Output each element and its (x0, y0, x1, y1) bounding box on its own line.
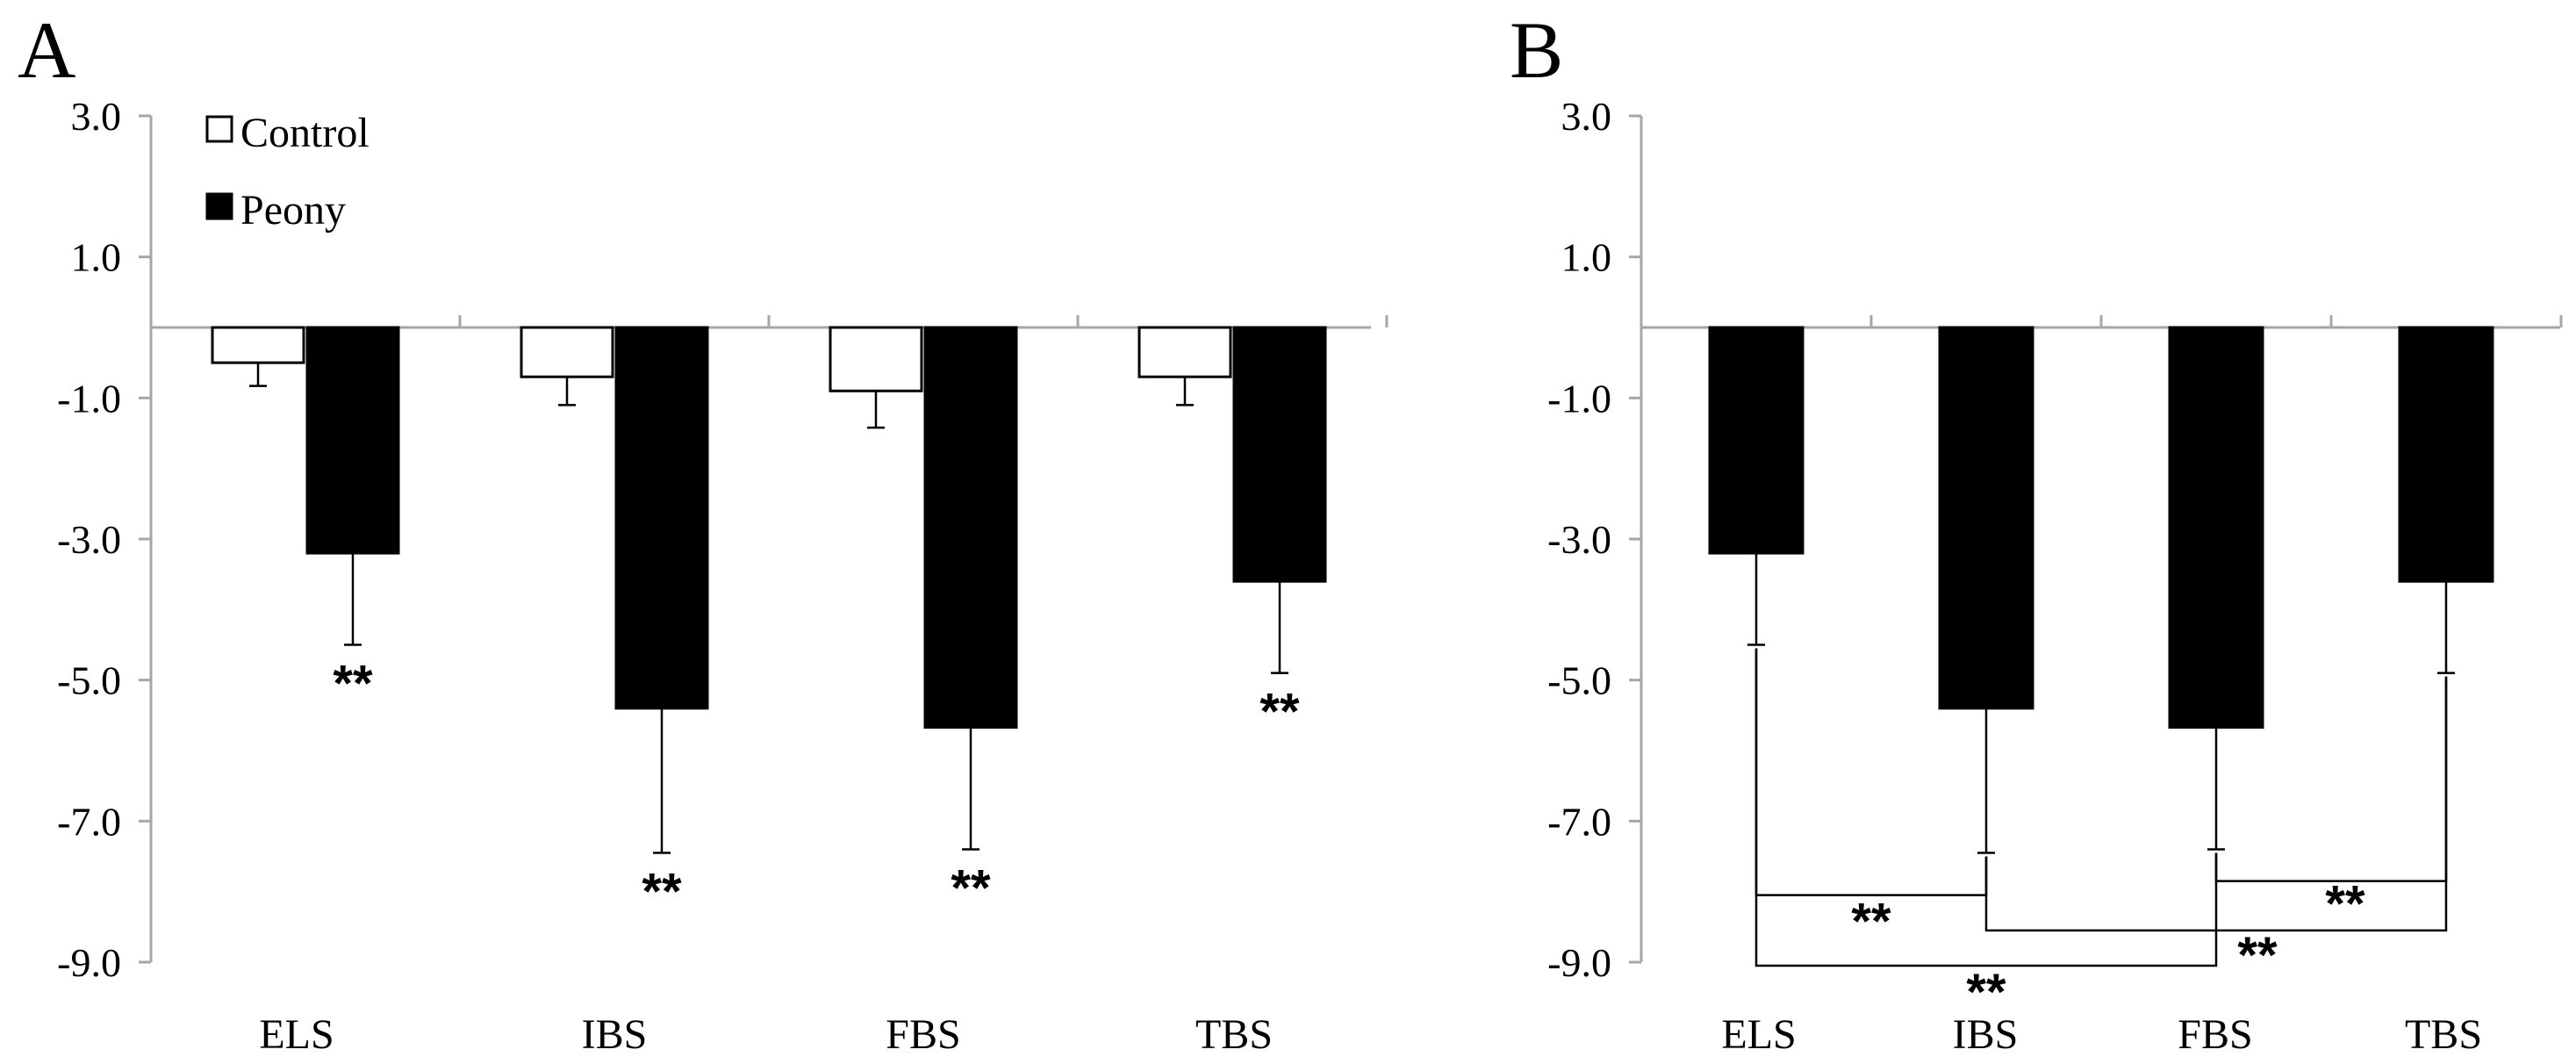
panel-a-significance-label: ** (642, 863, 682, 920)
panel-a-letter: A (18, 5, 75, 95)
panel-a: A 3.0 1.0 -1.0 -3.0 -5.0 -7.0 -9.0 ELS IBS FBS TB… (18, 5, 1388, 1058)
panel-b-comparison-significance: ** (2237, 927, 2278, 984)
panel-a-y-axis: 3.0 1.0 -1.0 -3.0 -5.0 -7.0 -9.0 (57, 94, 153, 985)
panel-a-control-bar (1137, 326, 1232, 378)
panel-a-control-bar (829, 326, 923, 392)
panel-a-y-tick-label: -3.0 (57, 517, 121, 562)
panel-a-x-tick-label: FBS (886, 1011, 960, 1058)
panel-a-control-bar (211, 326, 305, 364)
panel-a-significance-label: ** (1259, 684, 1300, 741)
panel-a-y-tick-label: 3.0 (71, 94, 122, 139)
panel-a-control-bar (520, 326, 614, 378)
panel-b-peony-bar (2398, 326, 2494, 583)
panel-b-y-tick-label: 3.0 (1561, 94, 1612, 139)
panel-b-comparison-significance: ** (1851, 894, 1891, 951)
panel-a-y-tick-label: -1.0 (57, 376, 121, 421)
panel-a-peony-bar (1232, 326, 1327, 583)
panel-b-comparison-significance: ** (2325, 876, 2365, 933)
panel-b: B 3.0 1.0 -1.0 -3.0 -5.0 -7.0 -9.0 ELS IBS FBS TB… (1510, 5, 2563, 1058)
panel-b-y-tick-label: -1.0 (1547, 376, 1611, 421)
panel-a-x-tick-label: TBS (1195, 1011, 1273, 1058)
panel-a-y-tick-label: 1.0 (71, 235, 122, 280)
panel-b-bars (1708, 326, 2494, 854)
panel-b-y-tick-label: -9.0 (1547, 940, 1611, 985)
panel-b-y-tick-label: -3.0 (1547, 517, 1611, 562)
panel-a-y-tick-label: -7.0 (57, 799, 121, 844)
panel-b-comparison-significance: ** (1966, 964, 2006, 1021)
panel-a-peony-bar (614, 326, 709, 710)
panel-b-x-tick-label: TBS (2405, 1011, 2482, 1058)
panel-b-x-tick-label: FBS (2178, 1011, 2252, 1058)
panel-b-y-tick-label: -7.0 (1547, 799, 1611, 844)
panel-a-peony-bar (305, 326, 400, 555)
panel-a-x-axis: ELS IBS FBS TBS (151, 315, 1388, 1058)
panel-b-peony-bar (2168, 326, 2264, 729)
legend-control-label: Control (240, 110, 370, 156)
panel-a-bars (211, 326, 1327, 854)
legend-peony-swatch (205, 192, 233, 220)
panel-a-peony-bar (923, 326, 1018, 729)
panel-b-y-axis: 3.0 1.0 -1.0 -3.0 -5.0 -7.0 -9.0 (1547, 94, 1643, 985)
panel-b-letter: B (1510, 5, 1563, 95)
panel-b-x-tick-label: ELS (1721, 1011, 1796, 1058)
panel-b-peony-bar (1938, 326, 2034, 710)
panel-b-y-tick-label: 1.0 (1561, 235, 1612, 280)
panel-a-significance-label: ** (951, 859, 991, 917)
panel-b-x-tick-label: IBS (1953, 1011, 2019, 1058)
panel-b-peony-bar (1708, 326, 1805, 555)
panel-b-y-tick-label: -5.0 (1547, 658, 1611, 703)
panel-a-x-tick-label: ELS (259, 1011, 334, 1058)
panel-a-annotations: ** ** ** ** (333, 656, 1300, 921)
panel-b-comparisons: ** ** ** ** (1754, 648, 2448, 1021)
panel-a-y-tick-label: -5.0 (57, 658, 121, 703)
panel-a-x-tick-label: IBS (582, 1011, 648, 1058)
panel-a-legend: Control Peony (205, 110, 370, 234)
legend-peony-label: Peony (240, 187, 346, 234)
panel-a-significance-label: ** (333, 656, 373, 713)
panel-a-y-tick-label: -9.0 (57, 940, 121, 985)
legend-control-swatch (205, 115, 233, 143)
panel-b-comparison-bracket (1754, 648, 2218, 967)
